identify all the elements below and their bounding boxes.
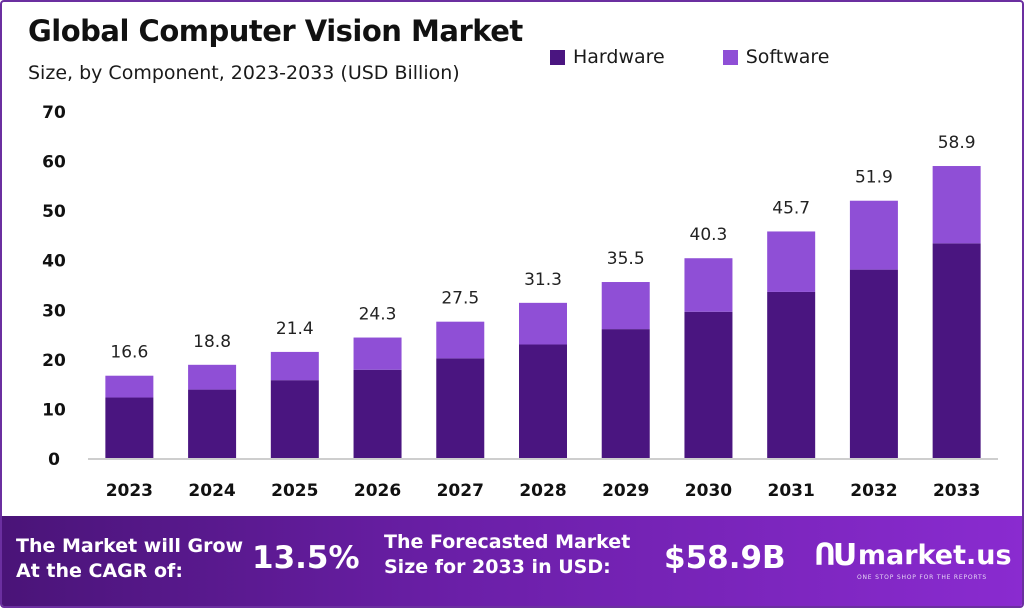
cagr-value: 13.5% (252, 540, 360, 576)
bar-hardware-2031 (767, 291, 816, 458)
cagr-text-line2: At the CAGR of: (16, 560, 183, 582)
cagr-text: The Market will Grow At the CAGR of: (16, 534, 243, 584)
bar-software-2027 (436, 321, 485, 359)
y-tick-label: 60 (42, 153, 66, 173)
x-tick-label-2026: 2026 (354, 481, 401, 501)
bar-hardware-2033 (932, 243, 981, 458)
chart-legend: Hardware Software (550, 46, 830, 68)
x-tick-label-2028: 2028 (519, 481, 566, 501)
bar-software-2023 (105, 375, 154, 398)
summary-banner: The Market will Grow At the CAGR of: 13.… (2, 516, 1022, 606)
legend-label-software: Software (745, 46, 830, 68)
legend-label-hardware: Hardware (573, 46, 665, 68)
data-label-total-2032: 51.9 (855, 168, 893, 188)
marketus-logo[interactable]: ՈՍ market.us (814, 538, 1012, 573)
x-tick-label-2024: 2024 (188, 481, 235, 501)
forecast-text-line1: The Forecasted Market (384, 531, 631, 553)
forecast-text: The Forecasted Market Size for 2033 in U… (384, 530, 630, 580)
cagr-text-line1: The Market will Grow (16, 535, 244, 557)
chart-title: Global Computer Vision Market (28, 14, 523, 48)
bar-hardware-2026 (353, 369, 402, 458)
y-tick-label: 0 (48, 450, 60, 470)
bar-software-2025 (270, 351, 319, 381)
bar-software-2031 (767, 231, 816, 292)
forecast-text-line2: Size for 2033 in USD: (384, 556, 611, 578)
y-tick-label: 20 (42, 351, 66, 371)
x-tick-label-2025: 2025 (271, 481, 318, 501)
bar-software-2028 (519, 302, 567, 345)
data-label-total-2024: 18.8 (193, 332, 231, 352)
data-label-total-2023: 16.6 (110, 343, 148, 363)
marketus-logo-name: market.us (857, 540, 1012, 571)
x-tick-label-2030: 2030 (685, 481, 732, 501)
data-label-total-2033: 58.9 (938, 133, 976, 153)
x-tick-label-2029: 2029 (602, 481, 649, 501)
bar-hardware-2029 (601, 329, 650, 458)
bar-hardware-2027 (436, 358, 485, 458)
bar-hardware-2025 (270, 380, 319, 458)
y-tick-label: 50 (42, 202, 66, 222)
data-label-total-2025: 21.4 (276, 319, 314, 339)
bar-software-2024 (188, 364, 237, 390)
y-tick-label: 10 (42, 400, 66, 420)
data-label-total-2027: 27.5 (441, 289, 479, 309)
bar-software-2030 (684, 258, 733, 312)
chart-plot: 01020304050607016.6202318.8202421.420252… (42, 103, 998, 501)
marketus-tagline: ONE STOP SHOP FOR THE REPORTS (857, 574, 988, 581)
forecast-value: $58.9B (664, 540, 786, 576)
legend-item-software: Software (722, 46, 830, 68)
x-tick-label-2032: 2032 (850, 481, 897, 501)
bar-hardware-2030 (684, 311, 733, 458)
data-label-total-2031: 45.7 (772, 198, 810, 218)
chart-subtitle: Size, by Component, 2023-2033 (USD Billi… (28, 62, 460, 84)
data-label-total-2028: 31.3 (524, 270, 562, 290)
data-label-total-2030: 40.3 (690, 225, 728, 245)
legend-item-hardware: Hardware (550, 46, 665, 68)
bar-hardware-2032 (849, 269, 898, 458)
data-label-total-2029: 35.5 (607, 249, 645, 269)
legend-swatch-hardware (550, 49, 565, 65)
bar-software-2026 (353, 337, 402, 370)
legend-swatch-software (722, 49, 738, 65)
bar-software-2033 (932, 166, 981, 244)
bar-hardware-2024 (188, 389, 237, 458)
x-tick-label-2033: 2033 (933, 481, 980, 501)
x-tick-label-2031: 2031 (768, 481, 815, 501)
y-tick-label: 70 (42, 103, 66, 123)
bar-hardware-2028 (519, 344, 567, 458)
data-label-total-2026: 24.3 (359, 305, 397, 325)
marketus-logo-icon: ՈՍ (814, 538, 855, 573)
x-tick-label-2027: 2027 (437, 481, 484, 501)
y-tick-label: 30 (42, 301, 66, 321)
bar-software-2029 (601, 282, 650, 330)
y-tick-label: 40 (42, 252, 66, 272)
x-tick-label-2023: 2023 (106, 481, 153, 501)
bar-software-2032 (849, 200, 898, 270)
bar-hardware-2023 (105, 397, 154, 458)
